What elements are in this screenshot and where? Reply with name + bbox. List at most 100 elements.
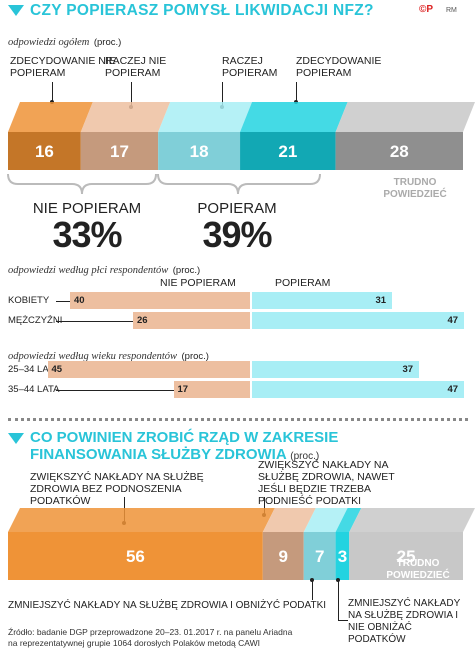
row-leader-line [56, 321, 133, 322]
label-d: ZMNIEJSZYĆ NAKŁADY NA SŁUŻBĘ ZDROWIA I N… [348, 598, 461, 645]
bar-raczej-popieram-label: 18 [190, 142, 209, 161]
arrow-down-icon [8, 433, 24, 444]
bar-raczej-nie-top [80, 102, 171, 132]
bar-popieram [252, 292, 392, 309]
bar-trudno-top [335, 102, 475, 132]
bar-tak-value: 47 [447, 315, 459, 326]
bar-nie-value: 45 [51, 364, 63, 375]
leader-line [222, 82, 223, 107]
bar-raczej-popieram-top [158, 102, 253, 132]
gender-subtitle-row: odpowiedzi według płci respondentów (pro… [8, 260, 200, 278]
label-a: ZWIĘKSZYĆ NAKŁADY NA SŁUŻBĘ ZDROWIA BEZ … [30, 471, 204, 507]
arrow-down-icon [8, 5, 24, 16]
bar-c-top [303, 508, 348, 532]
bar-d-top [335, 508, 362, 532]
bar-raczej-nie-label: 17 [110, 142, 129, 161]
group-nie-value: 33% [52, 214, 122, 255]
bar-tak-value: 37 [402, 364, 414, 375]
bar-zdecydowanie-popieram-label: 21 [278, 142, 297, 161]
leader-line [52, 82, 53, 102]
leader-line [264, 497, 265, 515]
bar-nie-popieram [133, 312, 250, 329]
footer-source: Źródło: badanie DGP przeprowadzone 20–23… [8, 627, 338, 649]
row-leader-line [56, 301, 70, 302]
publisher-logo: ©P [419, 4, 434, 15]
bar-tak-value: 31 [375, 295, 387, 306]
label-c: ZMNIEJSZYĆ NAKŁADY NA SŁUŻBĘ ZDROWIA I O… [8, 600, 327, 611]
bar-nie-value: 17 [177, 384, 189, 395]
bar-nie-popieram [173, 381, 250, 398]
brace-popieram [157, 173, 321, 195]
bar-raczej-popieram [158, 132, 241, 170]
bar-b-label: 9 [279, 547, 288, 566]
bar-popieram [252, 312, 464, 329]
label-zdecydowanie-popieram: ZDECYDOWANIE POPIERAM [296, 55, 382, 79]
section1-unit: (proc.) [93, 37, 122, 48]
row-label: KOBIETY [8, 295, 50, 306]
chart1-svg: 16 17 18 21 28 [8, 102, 475, 170]
leader-line [312, 580, 313, 600]
bar-popieram [252, 381, 464, 398]
group-nie-label: NIE POPIERAM [32, 200, 142, 217]
label-b: ZWIĘKSZYĆ NAKŁADY NA SŁUŻBĘ ZDROWIA, NAW… [258, 459, 395, 507]
leader-line [338, 620, 348, 621]
bar-a-top [8, 508, 275, 532]
section-divider [8, 418, 468, 421]
bar-b [262, 532, 304, 580]
bar-c-label: 7 [315, 547, 324, 566]
publisher-logo-small: RM [446, 7, 457, 14]
leader-line [338, 580, 339, 620]
age-subtitle: odpowiedzi według wieku respondentów [8, 351, 178, 362]
group-tak-value: 39% [202, 214, 272, 255]
leader-dot [336, 578, 340, 582]
leader-line [296, 82, 297, 102]
row-leader-line [56, 390, 174, 391]
footer-line-1: Źródło: badanie DGP przeprowadzone 20–23… [8, 627, 293, 637]
bar-raczej-nie [80, 132, 159, 170]
bar-c [303, 532, 336, 580]
bar-nie-popieram [47, 361, 250, 378]
gender-subtitle: odpowiedzi według płci respondentów [8, 265, 169, 276]
label-raczej-popieram: RACZEJ POPIERAM [222, 55, 278, 79]
bar-trudno-2-top [349, 508, 475, 532]
label-zdecydowanie-nie: ZDECYDOWANIE NIE POPIERAM [10, 55, 116, 79]
leader-line [131, 82, 132, 107]
row-label: MĘŻCZYŹNI [8, 315, 63, 326]
bar-trudno-2 [349, 532, 463, 580]
label-trudno-powiedziec: TRUDNO POWIEDZIEĆ [383, 177, 447, 200]
col-nie-popieram: NIE POPIERAM [160, 277, 236, 289]
label-raczej-nie: RACZEJ NIE POPIERAM [105, 55, 167, 79]
bar-d [335, 532, 350, 580]
section1-subtitle: odpowiedzi ogółem [8, 37, 90, 48]
row-label: 25–34 LATA [8, 364, 60, 375]
gender-unit: (proc.) [172, 265, 201, 276]
bar-zdecydowanie-popieram [240, 132, 336, 170]
bar-tak-value: 47 [447, 384, 459, 395]
bar-zdecydowanie-nie-label: 16 [35, 142, 54, 161]
col-popieram: POPIERAM [275, 277, 331, 289]
bar-zdecydowanie-nie [8, 132, 81, 170]
brace-nie-popieram [7, 173, 157, 195]
footer-line-2: na reprezentatywnej grupie 1064 dorosłyc… [8, 638, 260, 648]
bar-trudno-label: 28 [390, 142, 409, 161]
section1-subtitle-row: odpowiedzi ogółem (proc.) [8, 32, 121, 50]
section2-title: CO POWINIEN ZROBIĆ RZĄD W ZAKRESIE FINAN… [30, 429, 450, 465]
bar-popieram [252, 361, 419, 378]
section2-unit: (proc.) [290, 451, 320, 462]
bar-b-top [262, 508, 316, 532]
bar-nie-value: 40 [74, 295, 85, 306]
chart2-svg: 56 9 7 3 25 [8, 508, 475, 580]
bar-d-label: 3 [338, 547, 347, 566]
leader-dot [310, 578, 314, 582]
label-trudno-2: TRUDNO POWIEDZIEĆ [386, 558, 450, 581]
chart-title: CZY POPIERASZ POMYSŁ LIKWIDACJI NFZ? [30, 2, 374, 19]
group-tak-label: POPIERAM [197, 200, 277, 217]
bar-trudno-2-label: 25 [397, 547, 416, 566]
group-braces [7, 173, 321, 195]
bar-trudno [335, 132, 463, 170]
section2-title-text: CO POWINIEN ZROBIĆ RZĄD W ZAKRESIE FINAN… [30, 429, 339, 463]
bar-a-label: 56 [126, 547, 145, 566]
bar-a [8, 532, 263, 580]
age-subtitle-row: odpowiedzi według wieku respondentów (pr… [8, 346, 209, 364]
bar-nie-value: 26 [137, 315, 148, 326]
